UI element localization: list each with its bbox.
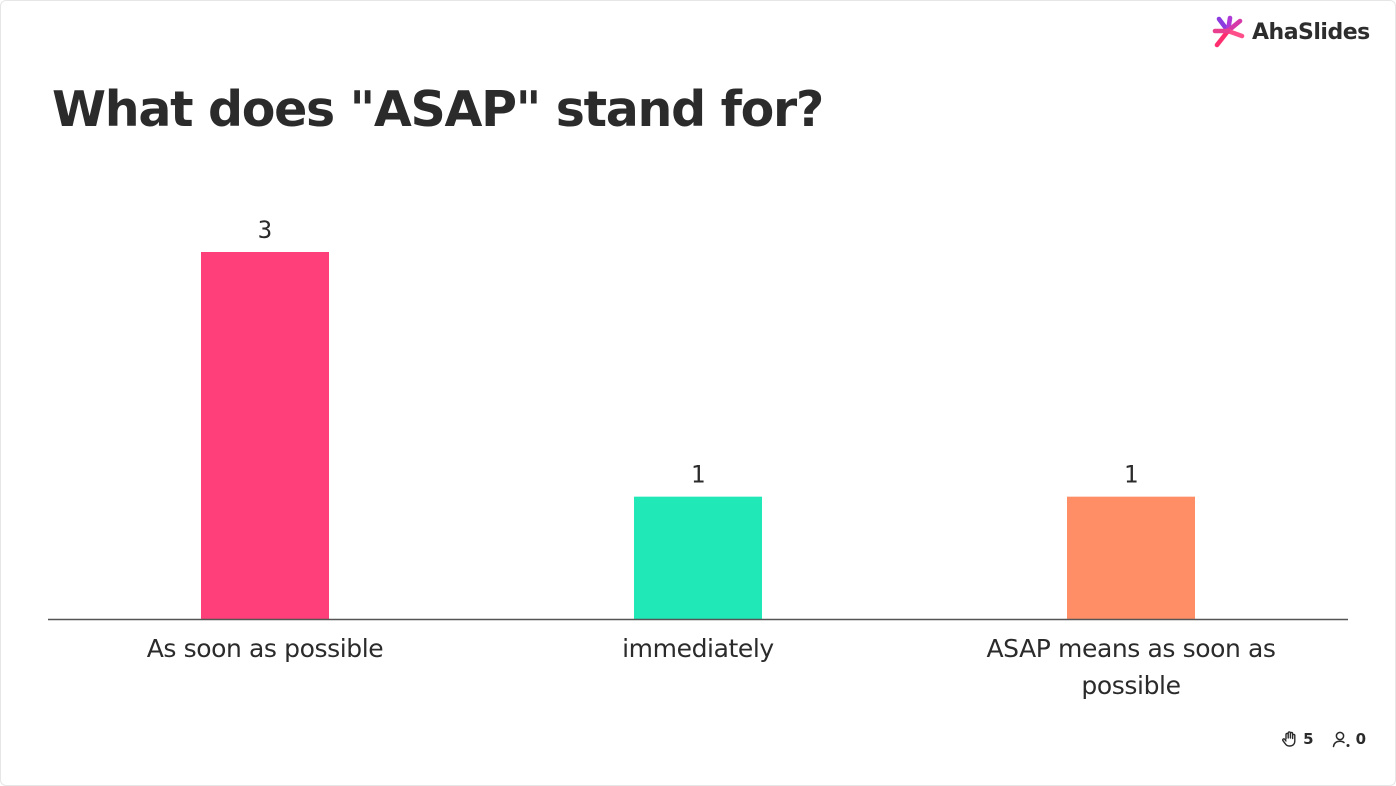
audience-stat: 0 (1332, 730, 1366, 748)
hand-icon (1282, 731, 1296, 747)
category-label-3: ASAP means as soon as possible (986, 634, 1276, 700)
reactions-stat: 5 (1281, 730, 1314, 748)
reactions-count: 5 (1303, 730, 1314, 748)
person-icon (1332, 731, 1350, 748)
bar-3 (1067, 496, 1195, 619)
bar-1 (201, 252, 329, 619)
ahaslides-logo-icon (1212, 15, 1245, 48)
brand-logo: AhaSlides (1212, 12, 1370, 52)
category-label-1: As soon as possible (146, 634, 384, 663)
bar-value-label-3: 1 (1124, 461, 1138, 489)
footer-stats: 5 0 (1263, 730, 1366, 748)
bar-value-label-2: 1 (691, 461, 705, 489)
bar-2 (634, 496, 762, 619)
audience-count: 0 (1355, 730, 1366, 748)
bar-value-label-1: 3 (258, 216, 272, 244)
question-title: What does "ASAP" stand for? (52, 81, 824, 138)
brand-name: AhaSlides (1252, 19, 1370, 45)
category-label-2: immediately (622, 634, 774, 663)
